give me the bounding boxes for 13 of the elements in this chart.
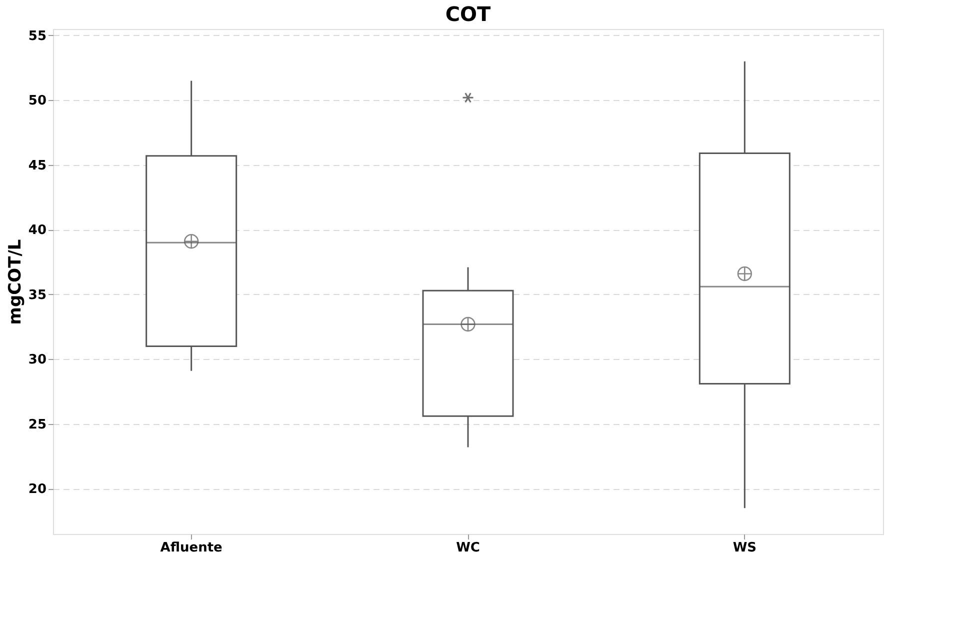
- x-tick-label: Afluente: [160, 540, 223, 556]
- y-tick-label: 55: [28, 28, 46, 44]
- y-tick-label: 20: [28, 482, 46, 498]
- y-tick-label: 35: [28, 288, 46, 303]
- chart-title: COT: [445, 2, 492, 26]
- y-tick-label: 25: [28, 417, 46, 432]
- x-tick-label: WS: [732, 540, 757, 556]
- y-tick-label: 50: [28, 94, 46, 109]
- x-tick-label: WC: [456, 540, 480, 556]
- y-tick-label: 30: [28, 352, 46, 368]
- y-axis-title: mgCOT/L: [5, 239, 26, 325]
- y-tick-label: 40: [28, 223, 46, 238]
- y-tick-label: 45: [28, 158, 46, 174]
